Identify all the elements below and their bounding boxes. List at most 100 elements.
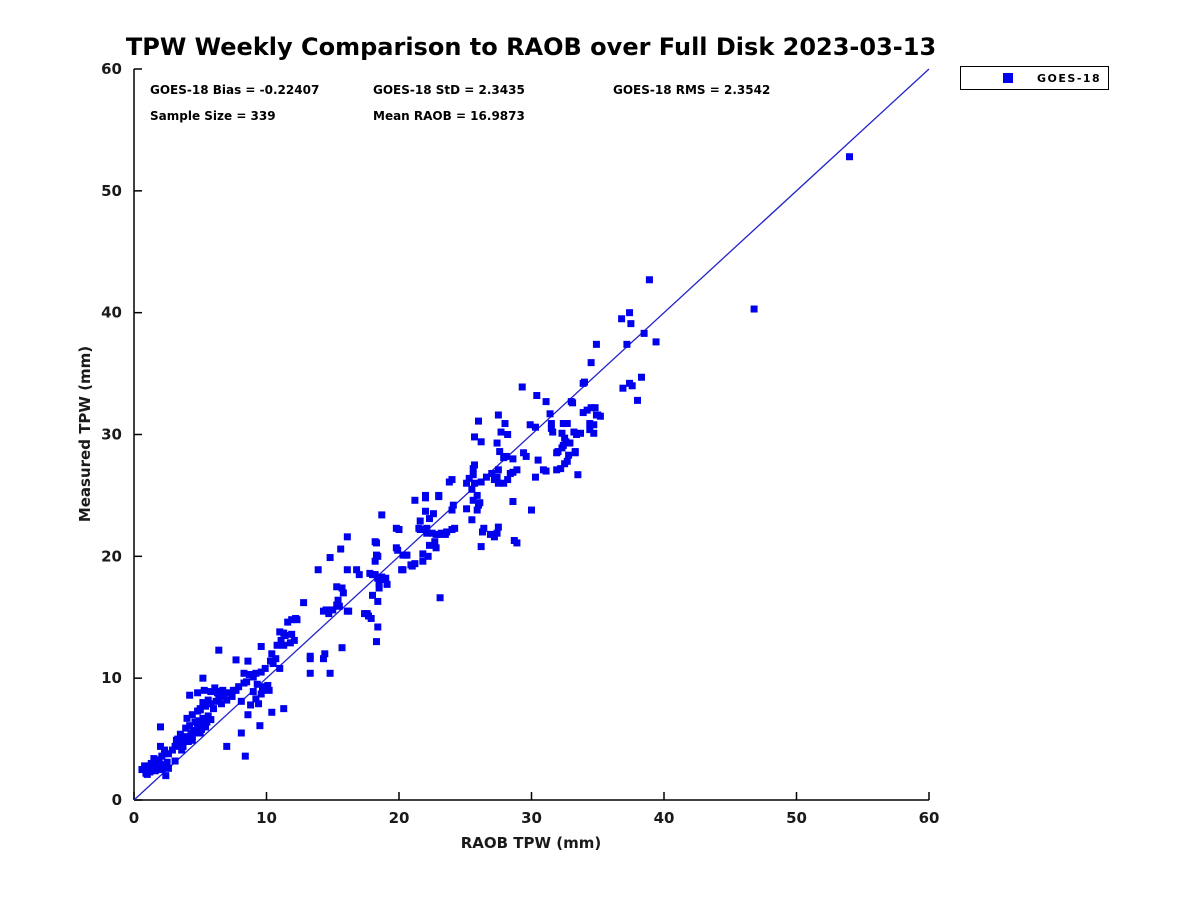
data-point-marker xyxy=(325,610,333,618)
data-point-marker xyxy=(463,505,471,513)
data-point-marker xyxy=(188,733,196,741)
data-point-marker xyxy=(157,723,164,731)
data-point-marker xyxy=(261,664,269,672)
data-point-marker xyxy=(425,541,433,549)
y-tick-label: 10 xyxy=(101,669,122,687)
data-point-marker xyxy=(558,444,566,452)
y-tick-label: 20 xyxy=(101,547,122,565)
data-point-marker xyxy=(235,683,243,691)
data-point-marker xyxy=(145,764,153,772)
data-point-marker xyxy=(451,524,459,532)
data-point-marker xyxy=(196,729,204,737)
data-point-marker xyxy=(306,669,314,677)
data-point-marker xyxy=(416,526,424,534)
data-point-marker xyxy=(626,309,634,317)
data-point-marker xyxy=(280,705,288,713)
data-point-marker xyxy=(204,696,212,704)
data-point-marker xyxy=(171,742,179,750)
data-point-marker xyxy=(243,678,251,686)
data-point-marker xyxy=(531,473,539,481)
data-point-marker xyxy=(319,655,327,663)
data-point-marker xyxy=(750,305,758,313)
data-point-marker xyxy=(557,465,565,473)
data-point-marker xyxy=(429,510,437,518)
data-point-marker xyxy=(183,733,191,741)
data-point-marker xyxy=(155,756,163,764)
data-point-marker xyxy=(249,673,257,681)
data-point-marker xyxy=(237,729,245,737)
data-point-marker xyxy=(268,650,276,658)
y-axis-label: Measured TPW (mm) xyxy=(76,345,94,523)
data-point-marker xyxy=(256,722,264,730)
data-point-marker xyxy=(151,767,159,775)
data-point-marker xyxy=(329,606,337,614)
data-point-marker xyxy=(339,589,347,597)
data-point-marker xyxy=(424,552,432,560)
data-point-marker xyxy=(215,646,223,654)
data-point-marker xyxy=(528,506,535,514)
data-point-marker xyxy=(547,420,555,428)
data-point-marker xyxy=(290,636,298,644)
data-point-marker xyxy=(494,479,502,487)
data-point-marker xyxy=(141,762,149,770)
stat-rms: GOES-18 RMS = 2.3542 xyxy=(613,83,771,97)
data-point-marker xyxy=(561,434,569,442)
data-point-marker xyxy=(477,478,485,486)
data-point-marker xyxy=(594,411,602,419)
data-point-marker xyxy=(573,431,581,438)
data-point-marker xyxy=(486,530,494,538)
data-point-marker xyxy=(590,429,598,437)
data-point-marker xyxy=(182,724,190,732)
x-tick-label: 0 xyxy=(129,809,139,827)
data-point-marker xyxy=(286,639,294,647)
data-point-marker xyxy=(369,591,376,599)
data-point-marker xyxy=(509,498,517,506)
data-point-marker xyxy=(469,496,477,504)
legend-marker-square-icon xyxy=(1003,73,1013,83)
data-point-marker xyxy=(210,705,217,713)
data-point-marker xyxy=(237,697,245,705)
data-point-marker xyxy=(337,545,345,553)
data-point-marker xyxy=(422,494,429,502)
data-point-marker xyxy=(159,761,167,769)
data-point-marker xyxy=(176,730,184,738)
data-point-marker xyxy=(252,695,260,703)
data-point-marker xyxy=(468,516,476,524)
data-point-marker xyxy=(403,551,411,559)
data-point-marker xyxy=(634,396,641,404)
data-point-marker xyxy=(652,338,660,346)
data-point-marker xyxy=(431,538,439,546)
data-point-marker xyxy=(618,315,626,323)
data-point-marker xyxy=(435,493,443,501)
data-point-marker xyxy=(257,642,265,650)
data-point-marker xyxy=(581,378,588,386)
data-point-marker xyxy=(334,596,342,604)
data-point-marker xyxy=(191,718,199,726)
x-tick-label: 40 xyxy=(654,809,675,827)
data-point-marker xyxy=(531,423,539,431)
data-point-marker xyxy=(196,720,204,728)
data-point-marker xyxy=(374,574,382,582)
data-point-marker xyxy=(416,517,424,525)
data-point-marker xyxy=(477,543,485,551)
data-point-marker xyxy=(422,507,429,515)
data-point-marker xyxy=(314,566,322,574)
data-point-marker xyxy=(468,485,476,493)
data-point-marker xyxy=(504,476,512,484)
data-point-marker xyxy=(436,594,444,602)
data-point-marker xyxy=(199,674,207,682)
data-point-marker xyxy=(150,755,158,763)
data-point-marker xyxy=(563,420,571,428)
stat-bias: GOES-18 Bias = -0.22407 xyxy=(150,83,320,97)
data-point-marker xyxy=(846,153,853,161)
data-point-marker xyxy=(259,683,267,691)
data-point-marker xyxy=(186,722,194,730)
data-point-marker xyxy=(171,757,179,765)
data-point-marker xyxy=(164,764,172,772)
stat-std: GOES-18 StD = 2.3435 xyxy=(373,83,525,97)
data-point-marker xyxy=(506,469,514,477)
data-point-marker xyxy=(626,379,634,387)
x-tick-label: 20 xyxy=(389,809,410,827)
